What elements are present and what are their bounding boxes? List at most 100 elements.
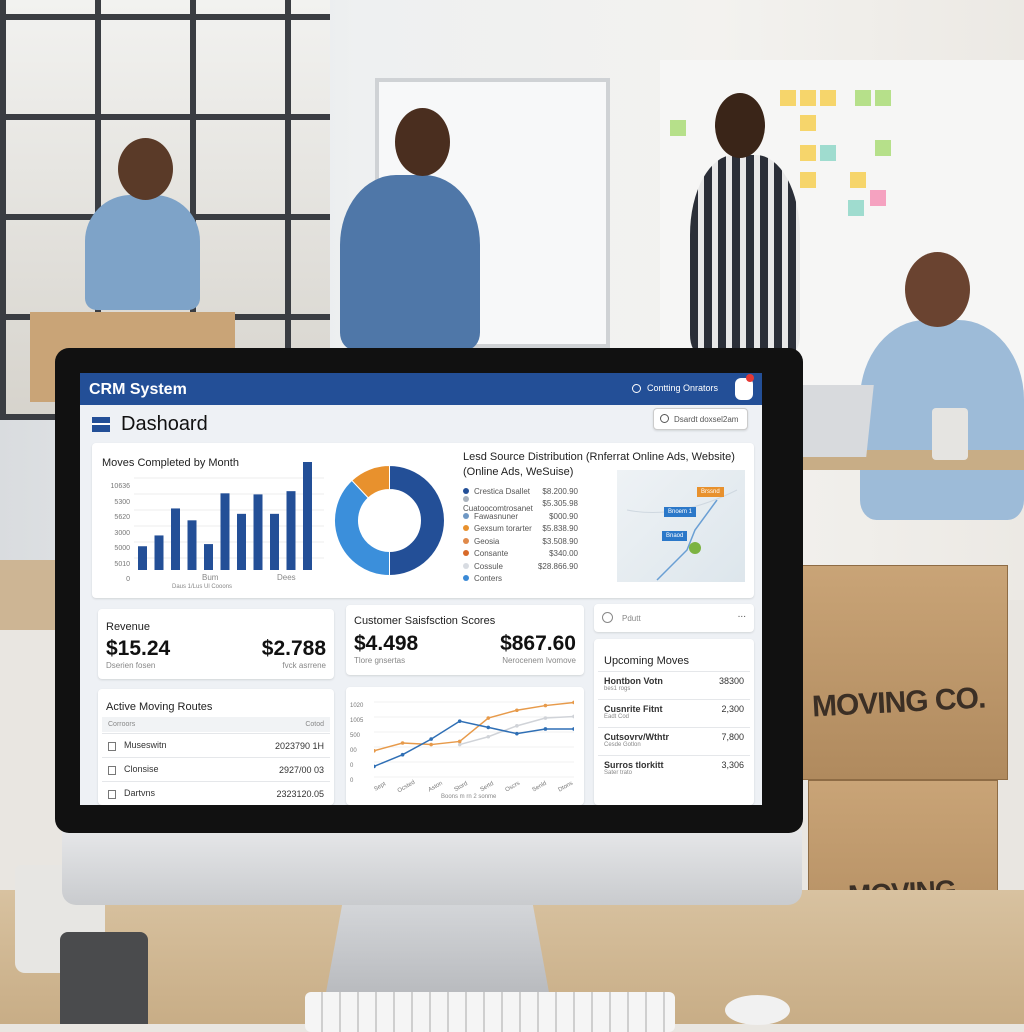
y-tick: 00: [350, 748, 357, 754]
move-name: Hontbon Votn: [604, 676, 663, 686]
line-point: [515, 724, 519, 728]
sticky-note: [850, 172, 866, 188]
sticky-note: [875, 90, 891, 106]
lead-source-title: Lesd Source Distribution (Rnferrat Onlin…: [463, 451, 735, 463]
page-title: Dashoard: [121, 413, 208, 435]
sticky-note: [670, 120, 686, 136]
line-series: [374, 720, 574, 768]
lead-legend: Crestica Dsallet $8.200.90 Cuatoocomtrosan…: [463, 485, 578, 585]
legend-dot: [463, 487, 469, 494]
bar: [237, 513, 246, 570]
legend-item: Cossule $28.866.90: [463, 560, 578, 573]
mug: [932, 408, 968, 460]
search-placeholder: Dsardt doxsel2am: [674, 415, 739, 424]
move-value: 38300: [718, 676, 744, 686]
sticky-note: [875, 140, 891, 156]
line-point: [515, 731, 519, 736]
legend-label: Conters: [474, 574, 503, 584]
route-name: Clonsise: [124, 764, 159, 775]
sticky-note: [820, 145, 836, 161]
upcoming-list: Hontbon Votn bes1 rogs 38300 Cusnrite Fitnt…: [598, 671, 750, 783]
legend-item: Gexsum torarter $5.838.90: [463, 523, 578, 536]
line-point: [543, 727, 548, 731]
route-row[interactable]: Clonsise 2927/00 03: [102, 757, 330, 781]
bar: [187, 520, 197, 570]
upcoming-row[interactable]: Surros tlorkitt Sater trato 3,306: [598, 755, 750, 783]
moves-legend: Daus 1/Lus Ul Cooons: [172, 584, 233, 590]
upcoming-row[interactable]: Cutsovrv/Wthtr Cesde Gotlon 7,800: [598, 727, 750, 755]
person-presenting: [340, 175, 480, 350]
bar: [138, 546, 147, 570]
legend-value: $8.200.90: [542, 486, 578, 496]
map-roads: [626, 489, 738, 581]
y-tick: 5300: [114, 498, 130, 506]
y-tick: 0: [350, 763, 354, 769]
satisfaction-value: $4.498: [354, 632, 419, 655]
legend-value: $5.838.90: [542, 524, 578, 534]
lead-donut-chart: [334, 464, 445, 577]
legend-value: $28.866.90: [537, 561, 578, 571]
route-name: Museswitn: [124, 740, 167, 751]
satisfaction-caption: Tlore gnsertas: [354, 656, 406, 665]
line-point: [515, 708, 519, 713]
upcoming-row[interactable]: Cusnrite Fitnt Eadt Cod 2,300: [598, 699, 750, 727]
notification-icon[interactable]: [735, 378, 753, 400]
revenue-title: Revenue: [106, 621, 151, 633]
legend-label: Consante: [474, 549, 509, 559]
line-series: [374, 701, 574, 752]
search-input[interactable]: Dsardt doxsel2am: [653, 408, 748, 430]
x-label: Dees: [277, 573, 296, 582]
line-point: [400, 752, 405, 757]
legend-value: $3.508.90: [542, 536, 578, 546]
y-tick: 10636: [110, 483, 130, 490]
overview-card: Moves Completed by Month 10636 5300 5620 30…: [92, 443, 754, 598]
legend-item: Cuatoocomtrosanet $5.305.98: [463, 495, 578, 513]
x-tick: Sept: [373, 781, 388, 793]
person-head: [905, 252, 970, 327]
line-point: [572, 700, 574, 705]
legend-label: Fawasnuner: [474, 511, 519, 521]
donut-slice: [334, 479, 390, 577]
y-tick: 5000: [114, 545, 130, 552]
filter-bar[interactable]: Pdutt ...: [594, 604, 754, 632]
legend-value: $000.90: [549, 511, 578, 521]
bar: [154, 535, 164, 570]
revenue-value: $15.24: [106, 637, 171, 660]
line-point: [457, 719, 462, 723]
move-name: Cutsovrv/Wthtr: [604, 732, 669, 742]
legend-value: $5.305.98: [542, 499, 578, 509]
line-point: [374, 749, 376, 753]
filter-label: Pdutt: [622, 614, 641, 623]
person-plaid-shirt: [690, 155, 800, 355]
monitor-stand: [325, 900, 550, 998]
sticky-note: [848, 200, 864, 216]
x-tick: Dtons: [557, 780, 575, 794]
route-name: Dartvns: [124, 788, 156, 799]
legend-label: Gexsum torarter: [474, 524, 532, 534]
search-icon: [660, 414, 669, 423]
user-label[interactable]: Contting Onrators: [647, 383, 719, 393]
line-point: [457, 742, 462, 747]
map[interactable]: Brssnd Bnoem 1 Bnaod: [617, 470, 745, 582]
route-icon: [108, 765, 116, 775]
map-marker[interactable]: Bnoem 1: [664, 507, 697, 517]
moves-y-axis: 10636 5300 5620 3000 5000 5010 0: [100, 479, 130, 588]
sticky-note: [800, 115, 816, 131]
revenue-caption-2: fvck asrrene: [282, 661, 326, 670]
legend-dot: [463, 575, 469, 582]
sticky-note: [800, 90, 816, 106]
more-icon[interactable]: ...: [737, 609, 746, 620]
map-marker[interactable]: Bnaod: [662, 531, 688, 541]
line-point: [429, 737, 433, 741]
map-marker[interactable]: Brssnd: [697, 487, 724, 497]
x-tick: Oscrs: [504, 780, 522, 794]
line-point: [572, 727, 574, 731]
revenue-value-2: $2.788: [261, 637, 326, 660]
route-row[interactable]: Museswitn 2023790 1H: [102, 733, 330, 757]
sticky-note: [780, 90, 796, 106]
crm-screen: CRM System Contting Onrators Dashoard Ds…: [80, 373, 762, 805]
upcoming-row[interactable]: Hontbon Votn bes1 rogs 38300: [598, 671, 750, 699]
route-row[interactable]: Dartvns 2323120.05: [102, 781, 330, 805]
x-label: Bum: [202, 573, 219, 582]
y-tick: 5010: [114, 560, 130, 568]
